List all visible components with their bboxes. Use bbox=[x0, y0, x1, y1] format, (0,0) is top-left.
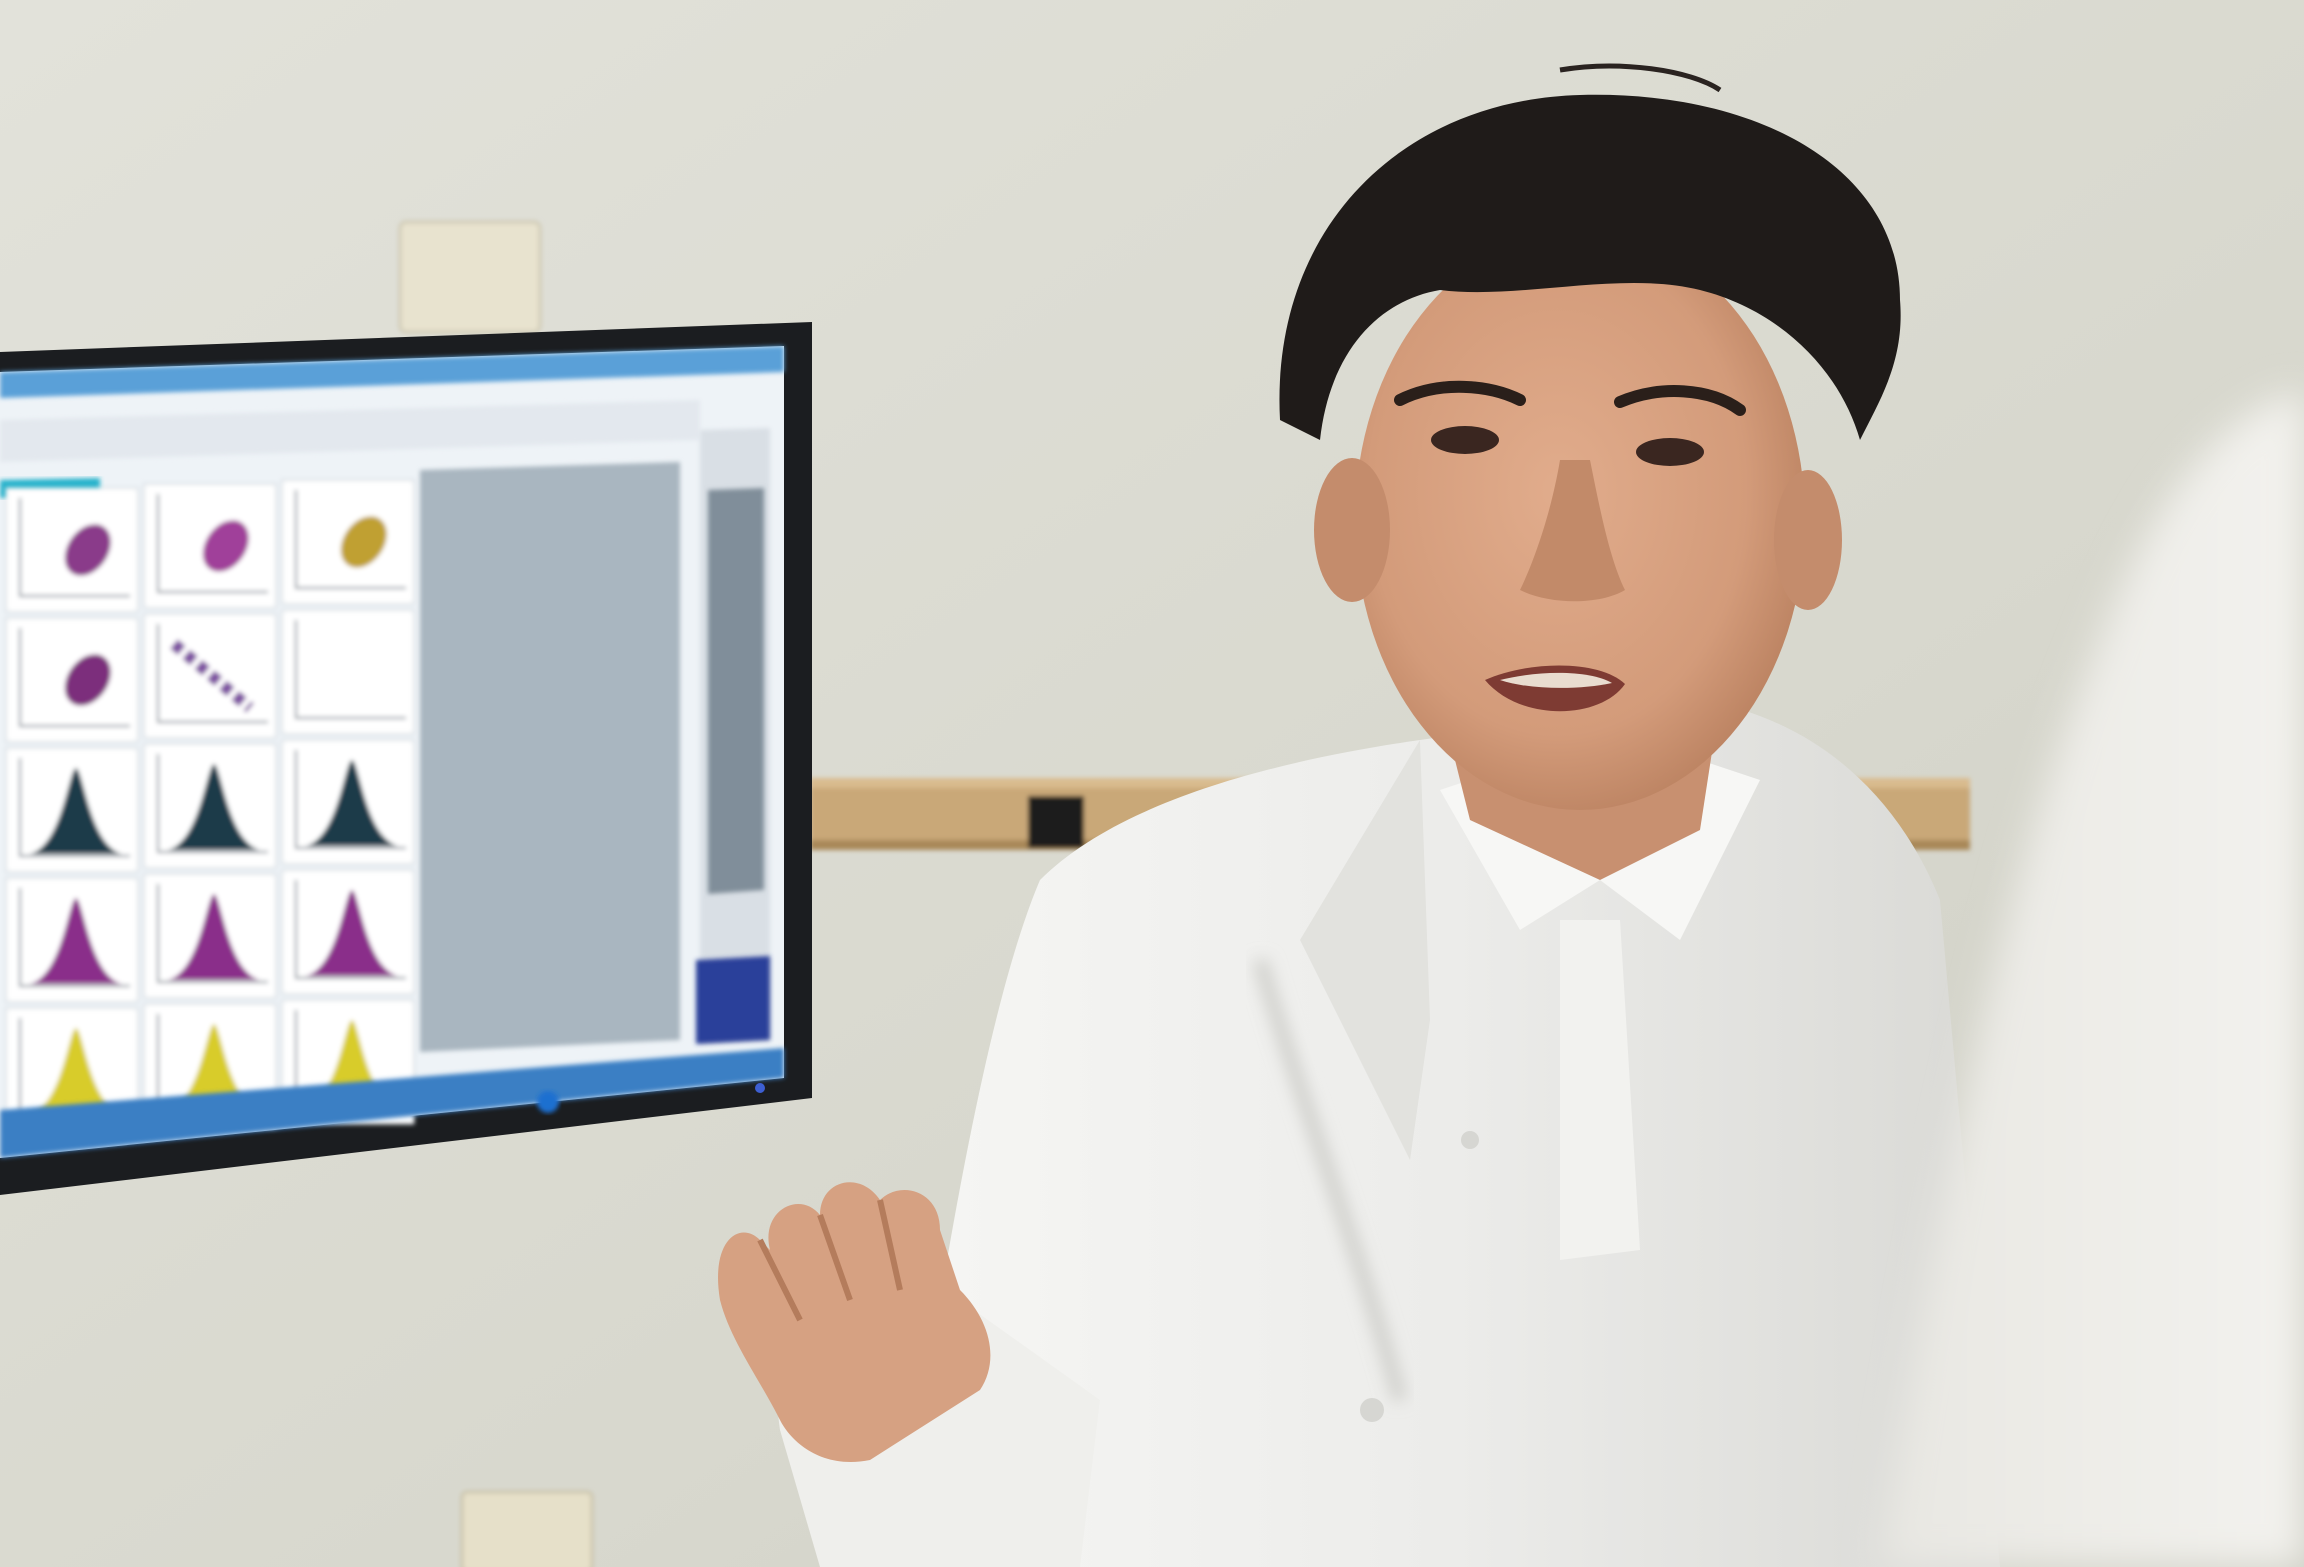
coat-lapel-left bbox=[1300, 740, 1430, 1160]
plot-axis bbox=[157, 624, 268, 723]
plot-thumbnail bbox=[281, 479, 415, 605]
histogram-peak bbox=[30, 1028, 122, 1114]
diagonal-cluster bbox=[170, 639, 254, 713]
plot-thumbnail bbox=[143, 483, 277, 609]
start-button-icon bbox=[537, 1091, 559, 1113]
shirt-placket bbox=[1560, 920, 1640, 1260]
histogram-peak bbox=[306, 760, 398, 846]
power-led-icon bbox=[755, 1083, 765, 1093]
plot-thumbnail bbox=[5, 877, 139, 1003]
shirt-button bbox=[1461, 1131, 1479, 1149]
plot-thumbnail bbox=[5, 617, 139, 743]
left-ear bbox=[1314, 458, 1390, 602]
monitor bbox=[0, 322, 812, 1195]
rail-clip bbox=[1028, 796, 1084, 848]
plot-frame bbox=[281, 609, 415, 735]
side-panel-blue bbox=[696, 956, 770, 1044]
right-eye bbox=[1636, 438, 1704, 466]
right-eyebrow bbox=[1614, 385, 1746, 416]
plot-thumbnail bbox=[143, 613, 277, 739]
foreground-shoulder bbox=[1880, 390, 2304, 1567]
plot-thumbnail bbox=[281, 869, 415, 995]
coat-fold bbox=[1253, 958, 1407, 1402]
wall-outlet bbox=[460, 1490, 594, 1567]
plot-thumbnail bbox=[5, 747, 139, 873]
person bbox=[718, 63, 2000, 1567]
plot-axis bbox=[295, 880, 406, 979]
histogram-peak bbox=[30, 898, 122, 984]
plot-thumbnail bbox=[5, 487, 139, 613]
plot-axis bbox=[157, 884, 268, 983]
left-eyebrow bbox=[1394, 380, 1526, 406]
histogram-peak bbox=[168, 1024, 260, 1110]
scatter-cluster bbox=[340, 516, 387, 568]
plot-axis bbox=[19, 888, 130, 987]
coat-button bbox=[1360, 1398, 1384, 1422]
window-toolbar bbox=[0, 400, 700, 462]
plot-axis bbox=[295, 620, 406, 719]
window-title-bar bbox=[0, 346, 784, 398]
plot-thumbnail bbox=[143, 743, 277, 869]
plot-axis bbox=[19, 628, 130, 727]
plot-thumbnail bbox=[143, 873, 277, 999]
nose bbox=[1520, 460, 1625, 602]
scatter-cluster bbox=[64, 524, 111, 576]
plot-thumbnail bbox=[281, 609, 415, 735]
right-ear bbox=[1774, 470, 1842, 610]
plot-axis bbox=[157, 754, 268, 853]
wall-switch-plate bbox=[398, 220, 542, 334]
plot-thumbnail bbox=[281, 739, 415, 865]
plot-grid bbox=[5, 479, 415, 1133]
histogram-peak bbox=[30, 768, 122, 854]
lab-coat bbox=[900, 700, 2000, 1567]
side-panel-dark bbox=[708, 488, 764, 894]
teeth bbox=[1500, 672, 1612, 688]
histogram-peak bbox=[168, 764, 260, 850]
histogram-peak bbox=[306, 890, 398, 976]
raised-hand bbox=[718, 1182, 1100, 1567]
plot-axis bbox=[19, 498, 130, 597]
preview-pane bbox=[420, 462, 680, 1052]
histogram-peak bbox=[168, 894, 260, 980]
left-eye bbox=[1431, 426, 1499, 454]
hand bbox=[718, 1182, 991, 1462]
taskbar bbox=[0, 1048, 784, 1158]
finger-shadow bbox=[757, 1199, 903, 1322]
plot-axis bbox=[295, 490, 406, 589]
scatter-cluster bbox=[202, 520, 249, 572]
hair-strands bbox=[1559, 63, 1722, 93]
scatter-cluster bbox=[64, 654, 111, 706]
plot-axis bbox=[295, 750, 406, 849]
plot-axis bbox=[19, 758, 130, 857]
hair bbox=[1279, 94, 1901, 441]
plot-axis bbox=[157, 494, 268, 593]
